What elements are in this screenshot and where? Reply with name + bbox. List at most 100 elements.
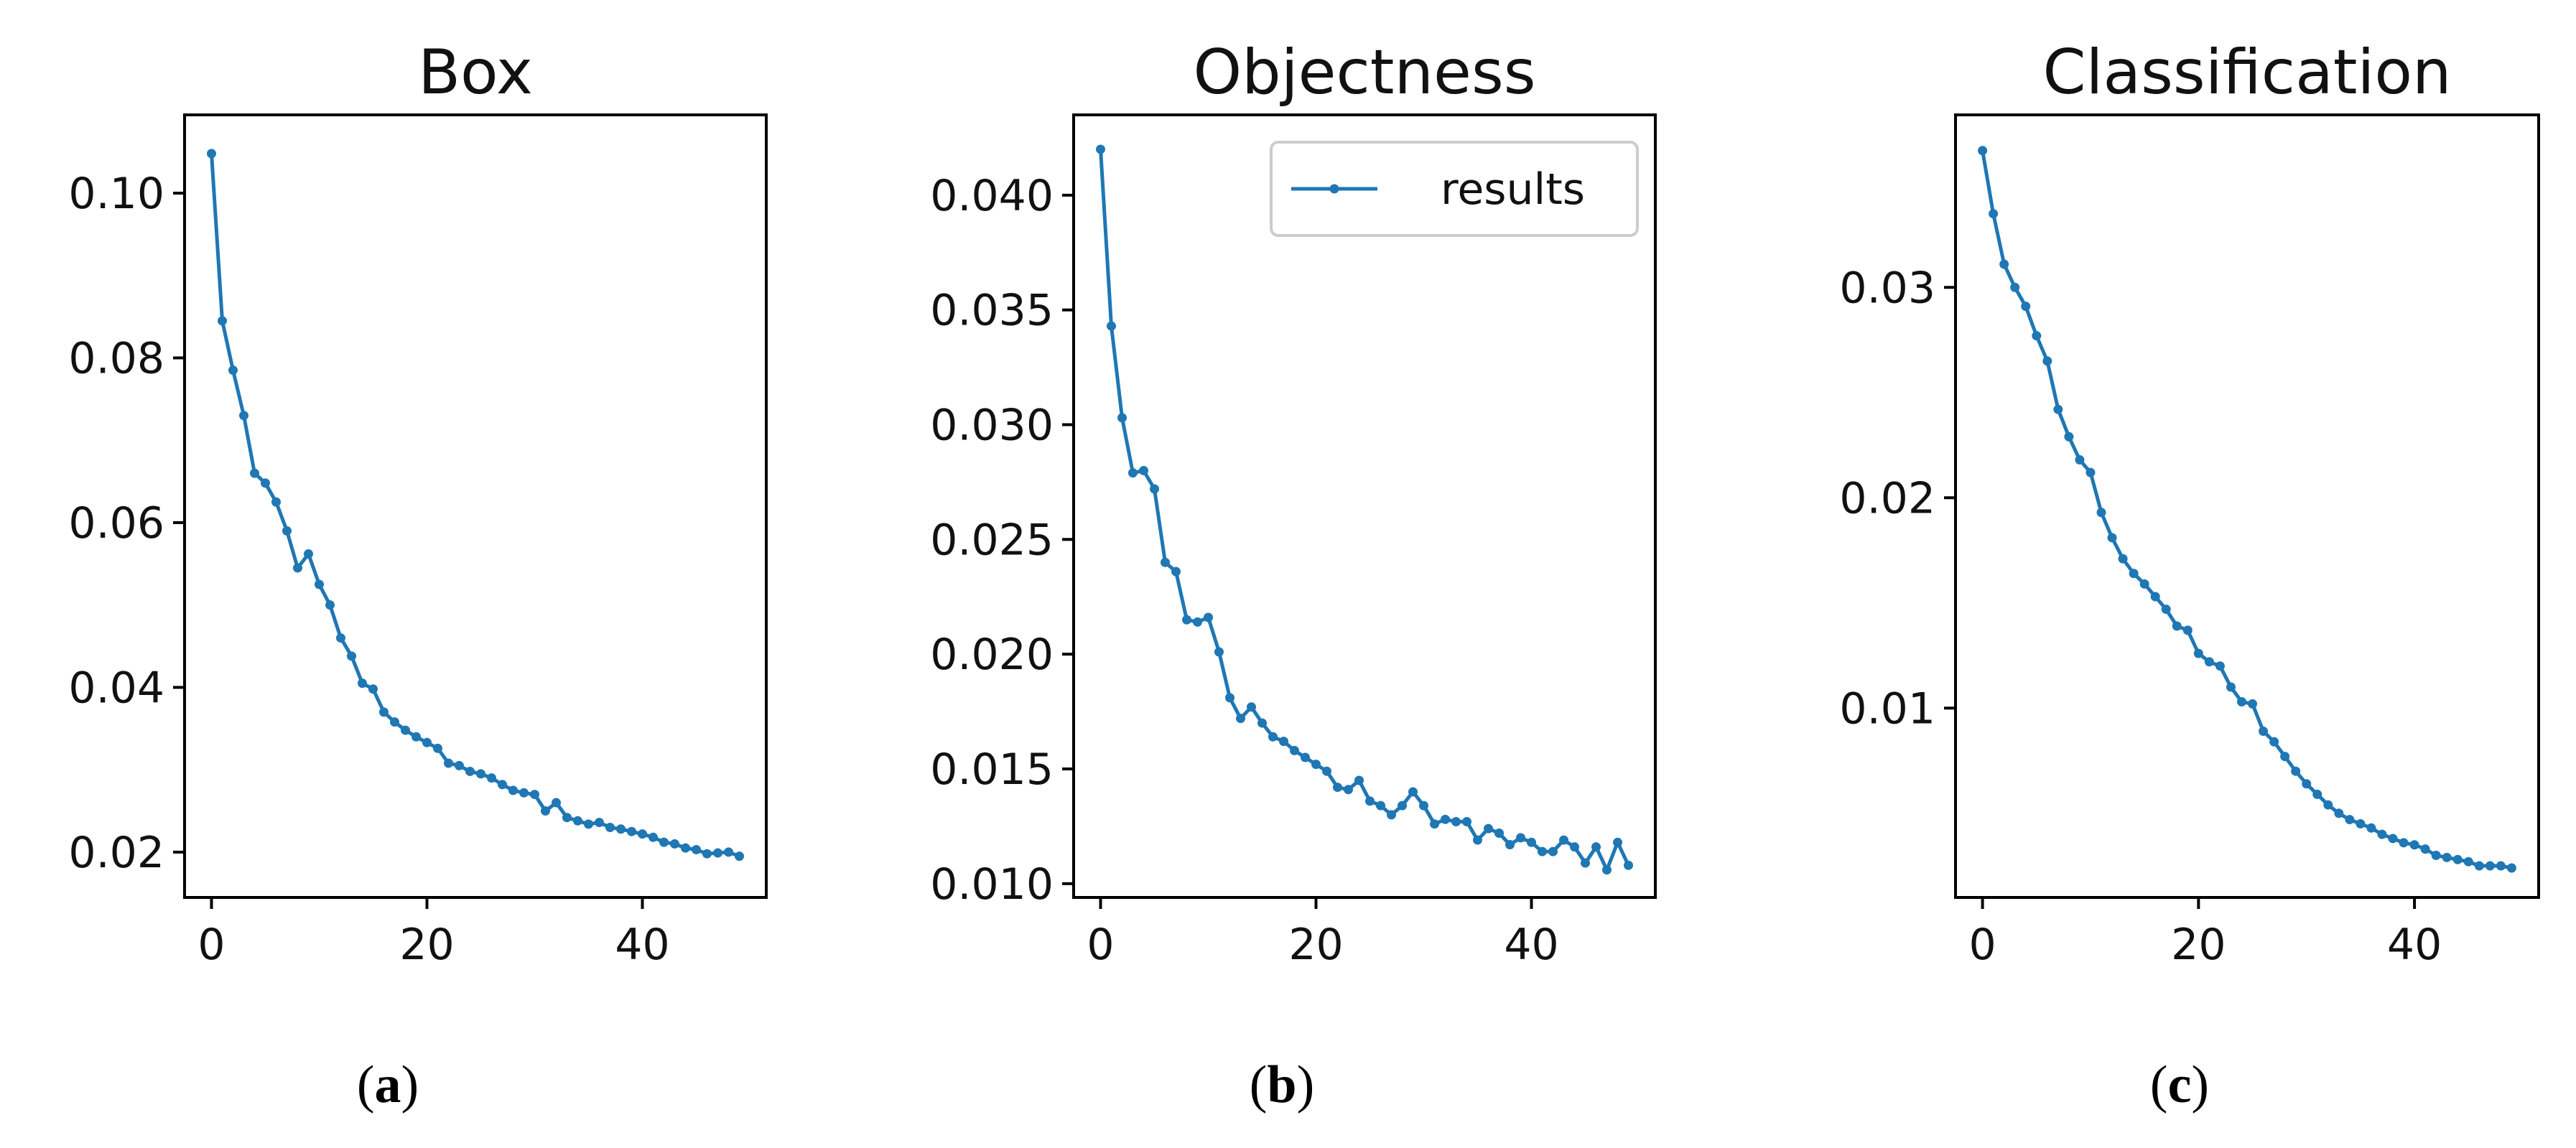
y-tick-label: 0.01 bbox=[1839, 683, 1935, 734]
data-point bbox=[735, 851, 744, 862]
x-tick-label: 40 bbox=[2387, 920, 2442, 970]
data-point bbox=[261, 478, 270, 488]
data-point bbox=[1344, 785, 1353, 795]
data-point bbox=[271, 497, 281, 507]
data-point bbox=[2291, 766, 2301, 776]
x-tick-label: 20 bbox=[1288, 920, 1343, 970]
data-point bbox=[1161, 557, 1170, 567]
data-point bbox=[2345, 815, 2355, 825]
data-point bbox=[1398, 801, 1407, 811]
data-point bbox=[379, 707, 389, 717]
data-point bbox=[2366, 823, 2376, 833]
data-point bbox=[638, 829, 647, 839]
data-point bbox=[1494, 828, 1504, 838]
y-tick-label: 0.02 bbox=[68, 828, 164, 878]
data-point bbox=[2312, 789, 2322, 799]
data-point bbox=[713, 848, 722, 858]
data-point bbox=[1279, 737, 1288, 747]
data-point bbox=[1441, 814, 1450, 824]
data-point bbox=[2236, 697, 2246, 706]
data-point bbox=[2474, 861, 2484, 871]
plot-frame bbox=[1954, 113, 2540, 899]
data-point bbox=[433, 743, 442, 753]
data-point bbox=[476, 769, 485, 779]
data-point bbox=[627, 826, 636, 836]
data-point bbox=[552, 798, 561, 808]
data-point bbox=[616, 824, 626, 834]
data-point bbox=[487, 773, 496, 783]
data-point bbox=[2269, 737, 2279, 747]
data-point bbox=[455, 760, 464, 770]
data-point bbox=[2193, 648, 2203, 658]
data-point bbox=[207, 149, 216, 159]
data-point bbox=[1419, 801, 1428, 811]
data-point bbox=[2139, 579, 2149, 589]
data-point bbox=[2302, 779, 2312, 789]
y-tick-label: 0.015 bbox=[930, 745, 1054, 795]
data-point bbox=[1505, 839, 1515, 849]
data-point bbox=[1301, 752, 1310, 762]
data-point bbox=[1236, 714, 1245, 724]
data-point bbox=[293, 563, 302, 573]
legend-label: results bbox=[1441, 164, 1585, 215]
legend-marker bbox=[1329, 184, 1339, 194]
x-tick-label: 20 bbox=[399, 920, 454, 970]
data-point bbox=[1484, 823, 1493, 834]
data-point bbox=[2150, 592, 2160, 602]
data-point bbox=[218, 316, 227, 326]
data-point bbox=[1624, 860, 1633, 870]
chart-title: Objectness bbox=[1193, 37, 1535, 108]
panel-box: Box 0.02 0.04 0.06 0.08 0.10 0 20 40 (a) bbox=[68, 37, 768, 1114]
data-point bbox=[1333, 783, 1342, 793]
data-point bbox=[2259, 727, 2269, 737]
data-point bbox=[2075, 455, 2085, 465]
data-point bbox=[1387, 810, 1396, 820]
panel-objectness: Objectness 0.010 0.015 0.020 0.025 0.030 0.035… bbox=[930, 37, 1657, 1114]
data-point bbox=[1150, 484, 1159, 494]
data-point bbox=[2032, 331, 2042, 341]
data-point bbox=[315, 579, 324, 589]
data-point bbox=[2086, 467, 2096, 477]
x-tick-label: 40 bbox=[1504, 920, 1558, 970]
data-point bbox=[1257, 718, 1267, 728]
data-point bbox=[2064, 431, 2074, 442]
data-point bbox=[1570, 842, 1579, 852]
data-point bbox=[519, 788, 529, 798]
data-point bbox=[2021, 302, 2031, 312]
data-point bbox=[681, 843, 690, 853]
data-point bbox=[670, 839, 679, 849]
data-point bbox=[2129, 569, 2139, 579]
data-point bbox=[2452, 854, 2463, 864]
data-point bbox=[304, 549, 313, 559]
data-point bbox=[1376, 801, 1385, 811]
caption-close: ) bbox=[2191, 1055, 2209, 1114]
y-tick-label: 0.03 bbox=[1839, 263, 1935, 313]
panel-caption: (a) bbox=[357, 1055, 419, 1114]
caption-letter: b bbox=[1267, 1055, 1296, 1114]
series-line-results bbox=[1981, 150, 2512, 870]
legend-box bbox=[1270, 141, 1639, 237]
data-point bbox=[1430, 819, 1439, 829]
data-point bbox=[2463, 857, 2473, 867]
panel-classification: Classification 0.01 0.02 0.03 0 20 40 (c) bbox=[1839, 37, 2540, 1114]
data-point bbox=[1096, 144, 1105, 154]
caption-letter: a bbox=[375, 1055, 401, 1114]
data-point bbox=[2107, 533, 2117, 543]
data-point bbox=[325, 600, 335, 610]
data-point bbox=[562, 813, 572, 823]
x-tick-label: 0 bbox=[197, 920, 225, 970]
data-point bbox=[2248, 699, 2258, 709]
data-point bbox=[2226, 682, 2236, 692]
data-point bbox=[541, 806, 550, 816]
x-tick-label: 20 bbox=[2171, 920, 2226, 970]
series-line-results bbox=[210, 153, 740, 858]
data-point bbox=[2118, 554, 2128, 564]
data-point bbox=[2506, 863, 2516, 873]
data-point bbox=[2334, 808, 2344, 818]
caption-open: ( bbox=[2150, 1055, 2168, 1114]
data-point bbox=[2280, 752, 2290, 762]
panel-caption: (b) bbox=[1250, 1055, 1314, 1114]
chart-title: Box bbox=[418, 37, 533, 108]
data-point bbox=[2010, 282, 2020, 292]
